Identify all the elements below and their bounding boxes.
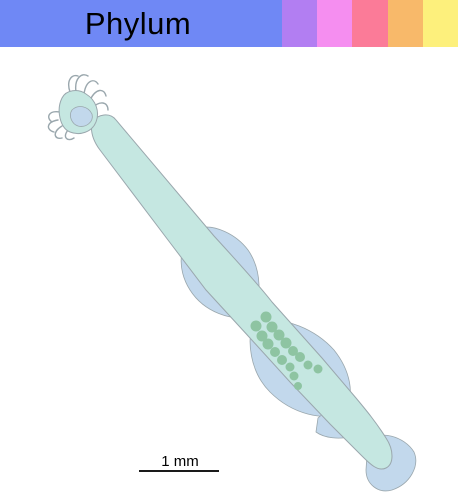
scale-bar-label: 1 mm [161, 453, 199, 470]
gonad-dots [250, 311, 323, 390]
gonad-dot [295, 352, 305, 362]
phylum-title-block: Phylum [0, 0, 282, 47]
gonad-dot [289, 371, 299, 381]
gonad-dot [313, 364, 323, 374]
phylum-title: Phylum [84, 5, 192, 41]
gonad-dot [280, 337, 292, 349]
head-tentacles [47, 74, 109, 141]
gonad-dot [285, 362, 295, 372]
gonad-dot [303, 360, 313, 370]
swatch-orange [387, 0, 423, 47]
head [47, 74, 109, 141]
scale-bar [139, 470, 219, 472]
gonad-dot [266, 321, 278, 333]
gonad-dot [288, 346, 298, 356]
gonad-dot [277, 355, 287, 365]
swatch-pink [317, 0, 353, 47]
gonad-dot [270, 347, 280, 357]
gonad-dot [262, 338, 274, 350]
body-stalk [91, 114, 393, 470]
organism-illustration [47, 74, 417, 492]
phylum-header: Phylum [0, 0, 458, 47]
swatch-rose [352, 0, 388, 47]
gonad-dot [273, 329, 285, 341]
gonad-dot [250, 320, 262, 332]
gonad-dot [256, 330, 268, 342]
head-mouth [70, 106, 93, 127]
gonad-dot [294, 382, 302, 390]
swatch-yellow [422, 0, 458, 47]
gonad-dot [260, 311, 272, 323]
swatch-purple [282, 0, 318, 47]
